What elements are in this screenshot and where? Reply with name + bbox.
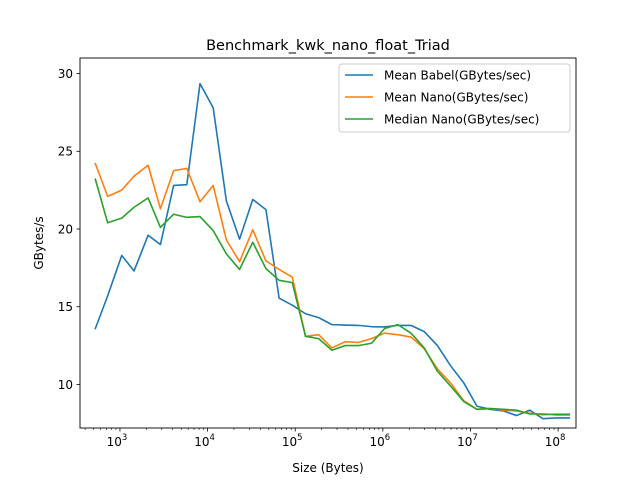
x-tick-label: 105 bbox=[282, 433, 303, 449]
y-tick-label: 10 bbox=[58, 378, 73, 392]
legend-box bbox=[338, 63, 571, 133]
chart-title: Benchmark_kwk_nano_float_Triad bbox=[206, 38, 450, 54]
legend-entry-1: Mean Nano(GBytes/sec) bbox=[384, 90, 528, 104]
x-axis-label: Size (Bytes) bbox=[292, 461, 363, 475]
legend: Mean Babel(GBytes/sec) Mean Nano(GBytes/s… bbox=[338, 63, 571, 133]
x-tick-label: 103 bbox=[107, 433, 128, 449]
x-tick-label: 107 bbox=[457, 433, 478, 449]
series-line-2 bbox=[94, 178, 571, 416]
y-tick-label: 25 bbox=[58, 145, 73, 159]
x-tick-label: 106 bbox=[369, 433, 390, 449]
legend-entry-0: Mean Babel(GBytes/sec) bbox=[384, 68, 531, 82]
y-axis-label: GBytes/s bbox=[32, 216, 46, 269]
x-axis: 103 104 105 106 107 108 bbox=[84, 428, 566, 449]
x-tick-label: 108 bbox=[545, 433, 566, 449]
y-tick-label: 30 bbox=[58, 67, 73, 81]
plot-frame bbox=[79, 57, 577, 429]
legend-entry-2: Median Nano(GBytes/sec) bbox=[384, 112, 539, 126]
y-tick-label: 20 bbox=[58, 222, 73, 236]
y-tick-label: 15 bbox=[58, 300, 73, 314]
series-layer bbox=[94, 82, 571, 420]
x-tick-label: 104 bbox=[194, 433, 215, 449]
y-axis: 10 15 20 25 30 bbox=[58, 67, 80, 392]
